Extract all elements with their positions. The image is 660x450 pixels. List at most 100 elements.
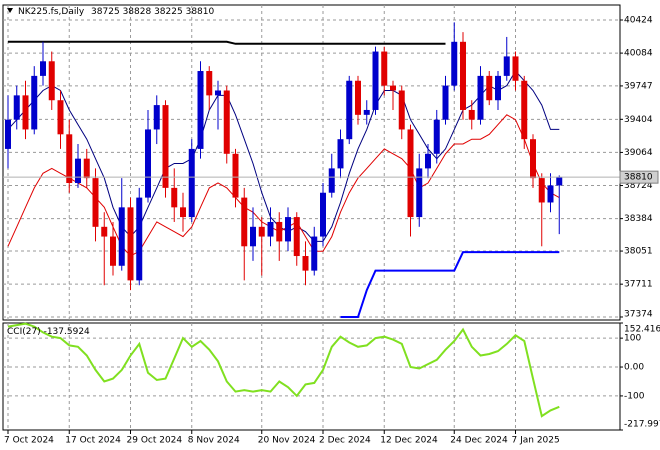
candle-body	[293, 217, 300, 257]
candle-body	[433, 119, 440, 154]
candle-body	[66, 134, 73, 183]
cci-last: -137.5924	[44, 327, 90, 337]
x-tick-label: 29 Oct 2024	[127, 436, 183, 446]
candle-body	[503, 56, 510, 76]
candle-body	[136, 197, 143, 281]
candle-body	[162, 105, 169, 188]
candle-body	[153, 105, 160, 130]
main-frame	[2, 4, 621, 321]
y-tick-label: 37711	[624, 280, 653, 290]
candle-body	[477, 75, 484, 120]
candle-body	[83, 158, 90, 179]
candle-body	[302, 256, 309, 271]
candle-body	[276, 221, 283, 242]
candle-body	[40, 61, 46, 76]
last-open: 38725	[91, 7, 120, 17]
candle-body	[311, 236, 318, 271]
y-tick-label: 37374	[624, 310, 653, 320]
candle-body	[547, 185, 554, 203]
dropdown-icon	[7, 8, 13, 13]
candle-body	[127, 207, 134, 281]
candle-body	[101, 226, 108, 237]
y-tick-label: 40084	[624, 49, 653, 59]
candle-body	[337, 139, 344, 169]
candle-body	[258, 226, 265, 237]
last-price-label: 38810	[624, 173, 653, 183]
candle-body	[346, 80, 353, 140]
y-tick-label: 39747	[624, 81, 653, 91]
candle-body	[451, 41, 458, 86]
candle-body	[530, 139, 536, 179]
candle-body	[372, 51, 379, 110]
candle-body	[328, 168, 335, 193]
overlay-line	[8, 40, 446, 45]
cci-line	[7, 322, 560, 418]
x-tick-label: 20 Nov 2024	[258, 436, 316, 446]
candle-body	[381, 51, 388, 86]
y-tick-label: -100	[624, 391, 645, 401]
candle-body	[320, 192, 326, 237]
candle-body	[538, 178, 545, 203]
overlay-line	[7, 114, 560, 257]
candle-body	[5, 119, 11, 149]
candle-body	[75, 158, 81, 183]
candle-body	[13, 95, 20, 120]
candle-body	[556, 177, 563, 186]
x-tick-label: 7 Oct 2024	[4, 436, 54, 446]
last-high: 38828	[123, 7, 152, 17]
candle-body	[197, 71, 204, 149]
candle-body	[285, 217, 291, 242]
candle-body	[398, 90, 405, 130]
candle-body	[206, 71, 213, 96]
candle-body	[363, 109, 370, 115]
last-low: 38225	[154, 7, 183, 17]
x-tick-label: 7 Jan 2025	[512, 436, 560, 446]
candle-body	[215, 90, 221, 96]
candle-body	[468, 109, 475, 120]
y-tick-label: 100	[624, 334, 641, 344]
y-tick-label: 38724	[624, 181, 653, 191]
cci-name: CCI(27)	[7, 327, 41, 337]
candle-body	[145, 129, 151, 198]
candle-body	[267, 221, 274, 237]
symbol: NK225.fs,Daily	[18, 7, 85, 17]
candle-body	[31, 75, 38, 130]
y-tick-label: 39064	[624, 148, 653, 158]
candle-body	[250, 226, 256, 247]
candle-body	[425, 153, 431, 169]
overlay-line	[7, 70, 560, 242]
x-tick-label: 12 Dec 2024	[380, 436, 438, 446]
candle-body	[486, 75, 493, 101]
candle-body	[416, 168, 423, 218]
candle-body	[180, 207, 186, 218]
overlay-line	[340, 251, 560, 318]
candle-body	[57, 100, 64, 135]
plot-layer: 40424 40084 39747 39404 39064 38724 38384 38051…	[3, 5, 660, 446]
candle-body	[407, 129, 414, 218]
candle-body	[512, 56, 519, 81]
candle-body	[48, 61, 55, 101]
y-tick-label: -217.997	[624, 420, 660, 430]
candle-body	[232, 153, 239, 198]
candle-body	[460, 41, 466, 110]
cci-frame	[2, 322, 621, 431]
chart-title: NK225.fs,Daily 38725 38828 38225 38810	[18, 7, 214, 17]
y-tick-label: 38051	[624, 247, 653, 257]
candle-body	[171, 187, 178, 208]
candle-body	[223, 90, 230, 154]
candle-body	[442, 85, 449, 120]
y-tick-label: 39404	[624, 115, 653, 125]
x-tick-label: 17 Oct 2024	[65, 436, 121, 446]
candle-body	[495, 75, 501, 101]
candle-body	[355, 80, 361, 115]
x-tick-label: 8 Nov 2024	[188, 436, 240, 446]
x-tick-label: 2 Dec 2024	[319, 436, 371, 446]
candle-body	[92, 178, 99, 227]
last-price-box	[619, 170, 659, 184]
candle-body	[22, 95, 29, 130]
candle-body	[521, 80, 528, 140]
y-tick-label: 0.00	[624, 363, 644, 373]
candle-body	[118, 207, 125, 266]
cci-title: CCI(27) -137.5924	[7, 327, 90, 337]
